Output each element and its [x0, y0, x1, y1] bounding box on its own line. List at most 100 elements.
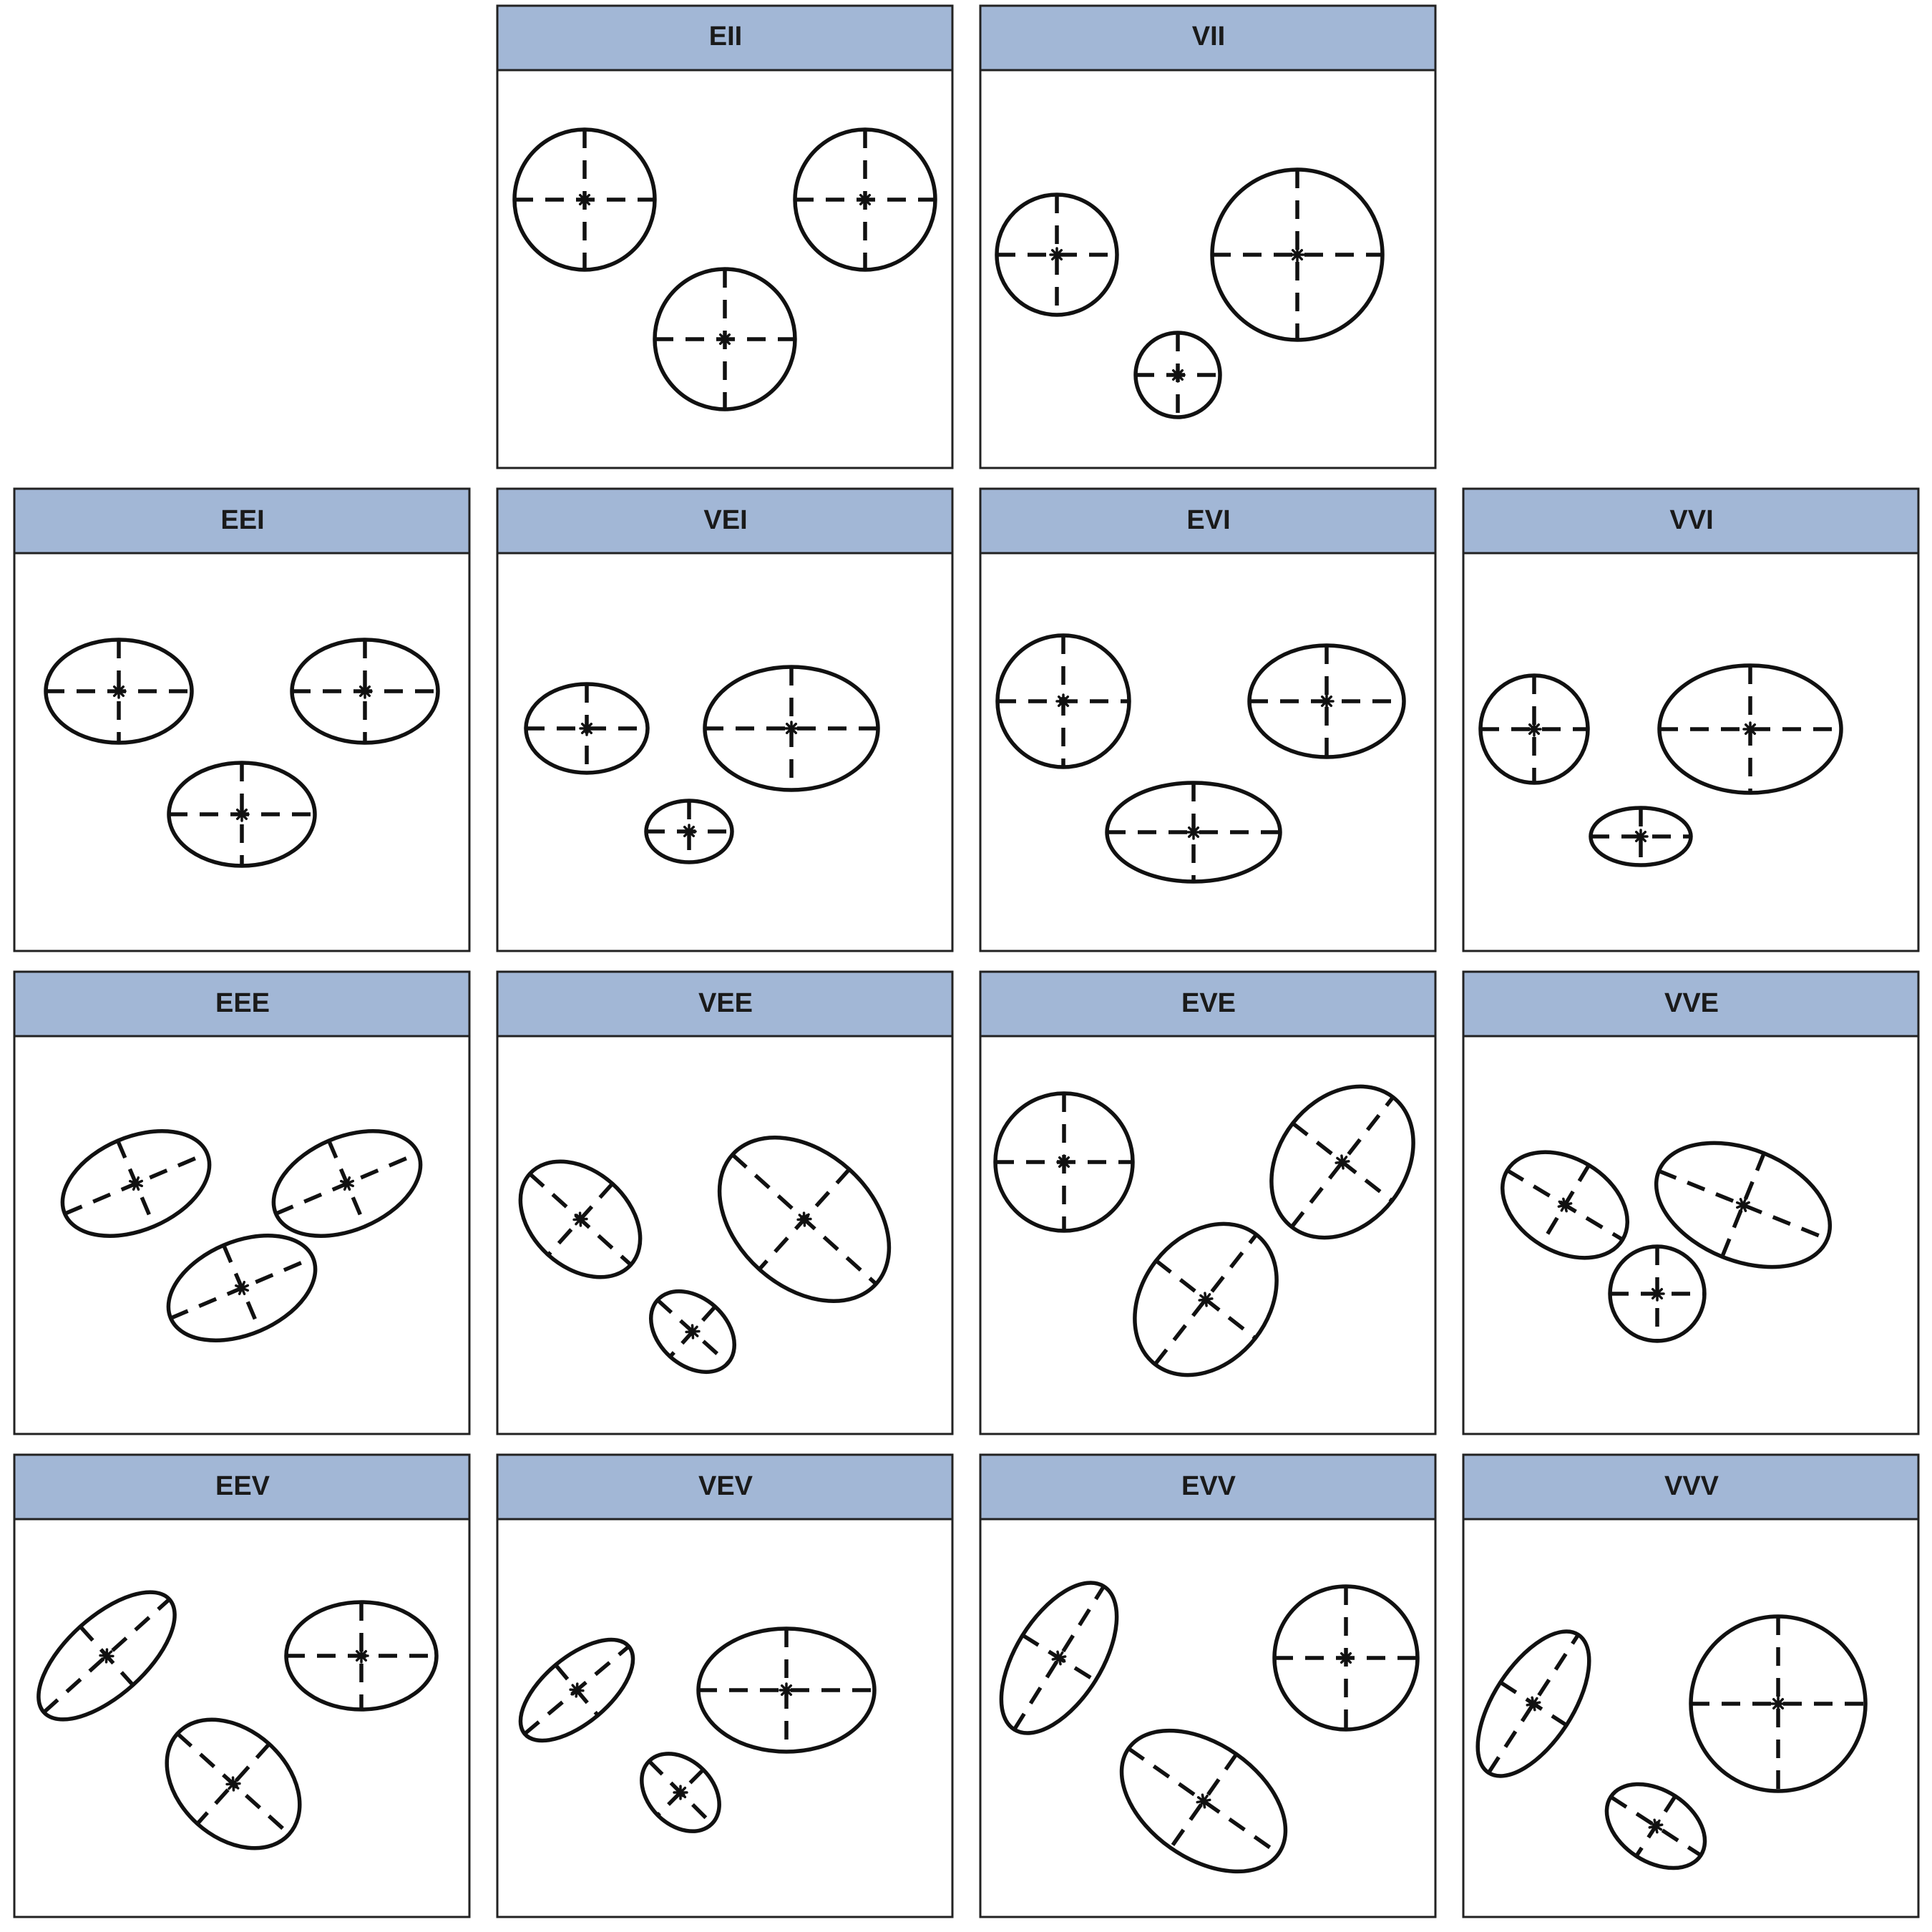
panel-title-evv: EVV: [1181, 1471, 1236, 1501]
center-star-marker: [1633, 829, 1649, 844]
panel-title-vev: VEV: [698, 1471, 753, 1501]
panel-frame-evi: [979, 487, 1437, 952]
panel-strip-eve: [979, 970, 1437, 1038]
panel-title-eev: EEV: [215, 1471, 270, 1501]
center-star-marker: [1198, 1292, 1214, 1307]
panel-plot-vev: [518, 1626, 877, 1833]
cluster-1-evi: [995, 633, 1131, 769]
panel-title-eee: EEE: [215, 988, 270, 1018]
center-star-stroke: [673, 1791, 688, 1794]
center-star-stroke: [235, 808, 248, 821]
center-star-stroke: [1056, 1650, 1062, 1666]
cluster-2-vei: [703, 665, 880, 792]
cluster-1-eii: [512, 127, 657, 272]
panel-plot-eii: [512, 127, 937, 411]
cluster-2-vee: [717, 1136, 892, 1303]
center-star-marker: [1051, 1650, 1067, 1666]
panel-plot-vei: [524, 665, 880, 864]
center-star-marker: [225, 1776, 241, 1792]
cluster-2-vvv: [1689, 1614, 1868, 1793]
panel-strip-evv: [979, 1453, 1437, 1521]
center-star-marker: [717, 331, 733, 347]
center-star-stroke: [355, 1649, 368, 1662]
center-star-stroke: [1320, 695, 1333, 708]
center-star-stroke: [238, 1280, 246, 1296]
center-star-stroke: [718, 333, 731, 346]
center-star-marker: [1319, 693, 1335, 709]
panel-frame-eei: [13, 487, 471, 952]
center-star-stroke: [1340, 1652, 1352, 1664]
center-star-marker: [796, 1211, 812, 1227]
major-axis-line: [1153, 1233, 1258, 1366]
center-star-marker: [1335, 1154, 1350, 1170]
cluster-2-eii: [793, 127, 937, 272]
center-star-stroke: [685, 1330, 701, 1334]
center-star-stroke: [796, 1217, 812, 1221]
center-star-marker: [1055, 693, 1071, 709]
center-star-marker: [1186, 824, 1201, 840]
cluster-1-eei: [44, 638, 194, 745]
panel-title-vvv: VVV: [1664, 1471, 1719, 1501]
center-star-marker: [128, 1176, 144, 1191]
ellipse-outline: [1604, 1782, 1707, 1870]
center-star-stroke: [1291, 248, 1304, 261]
panel-plot-eei: [44, 638, 440, 868]
panel-plot-vvv: [1475, 1614, 1868, 1870]
center-star-marker: [784, 721, 799, 736]
panel-title-vve: VVE: [1664, 988, 1719, 1018]
panel-title-eve: EVE: [1181, 988, 1236, 1018]
cluster-1-vee: [518, 1159, 643, 1279]
center-star-marker: [1170, 367, 1186, 383]
panel-plot-evv: [999, 1581, 1420, 1874]
cluster-2-evv: [1272, 1584, 1420, 1732]
center-star-stroke: [578, 193, 591, 206]
center-star-stroke: [1744, 723, 1757, 736]
cluster-2-vvi: [1657, 663, 1843, 795]
center-star-marker: [357, 683, 373, 699]
center-star-stroke: [683, 825, 696, 838]
center-star-stroke: [343, 1176, 351, 1191]
center-star-stroke: [1772, 1697, 1785, 1710]
center-star-marker: [685, 1324, 701, 1340]
cluster-3-evi: [1105, 781, 1282, 884]
center-star-marker: [572, 1211, 588, 1227]
panel-plot-eev: [36, 1590, 439, 1850]
center-star-marker: [1338, 1650, 1354, 1666]
panel-frame-eii: [496, 4, 954, 469]
panel-plot-eee: [60, 1129, 423, 1342]
center-star-stroke: [132, 1176, 140, 1191]
center-star-stroke: [1171, 369, 1184, 381]
center-star-marker: [569, 1682, 585, 1698]
center-star-marker: [681, 824, 697, 839]
minor-axis-line: [1169, 1752, 1239, 1850]
center-star-stroke: [1648, 1823, 1664, 1829]
center-star-marker: [1735, 1197, 1751, 1213]
panel-title-evi: EVI: [1186, 505, 1230, 535]
center-star-marker: [1649, 1286, 1665, 1302]
center-star-stroke: [1736, 1201, 1750, 1209]
minor-axis-line: [195, 1742, 271, 1825]
panel-strip-vee: [496, 970, 954, 1038]
panel-strip-vei: [496, 487, 954, 555]
panel-strip-eii: [496, 4, 954, 72]
cluster-1-vvi: [1478, 673, 1590, 785]
center-star-stroke: [575, 1682, 579, 1698]
center-star-stroke: [1196, 1798, 1211, 1804]
center-star-stroke: [1204, 1292, 1208, 1307]
cluster-3-eei: [167, 761, 317, 868]
cluster-2-eev: [284, 1600, 439, 1712]
center-star-stroke: [112, 685, 125, 698]
major-axis-line: [1013, 1585, 1106, 1731]
major-axis-line: [42, 1597, 171, 1714]
panel-strip-vii: [979, 4, 1437, 72]
panel-frame-evv: [979, 1453, 1437, 1918]
cluster-3-vve: [1608, 1244, 1707, 1343]
center-star-marker: [1196, 1793, 1211, 1809]
cluster-1-evv: [999, 1581, 1119, 1735]
center-star-stroke: [1557, 1202, 1573, 1208]
center-star-stroke: [1187, 826, 1200, 839]
panel-plot-vve: [1500, 1141, 1833, 1343]
center-star-stroke: [859, 193, 872, 206]
center-star-marker: [579, 721, 595, 736]
